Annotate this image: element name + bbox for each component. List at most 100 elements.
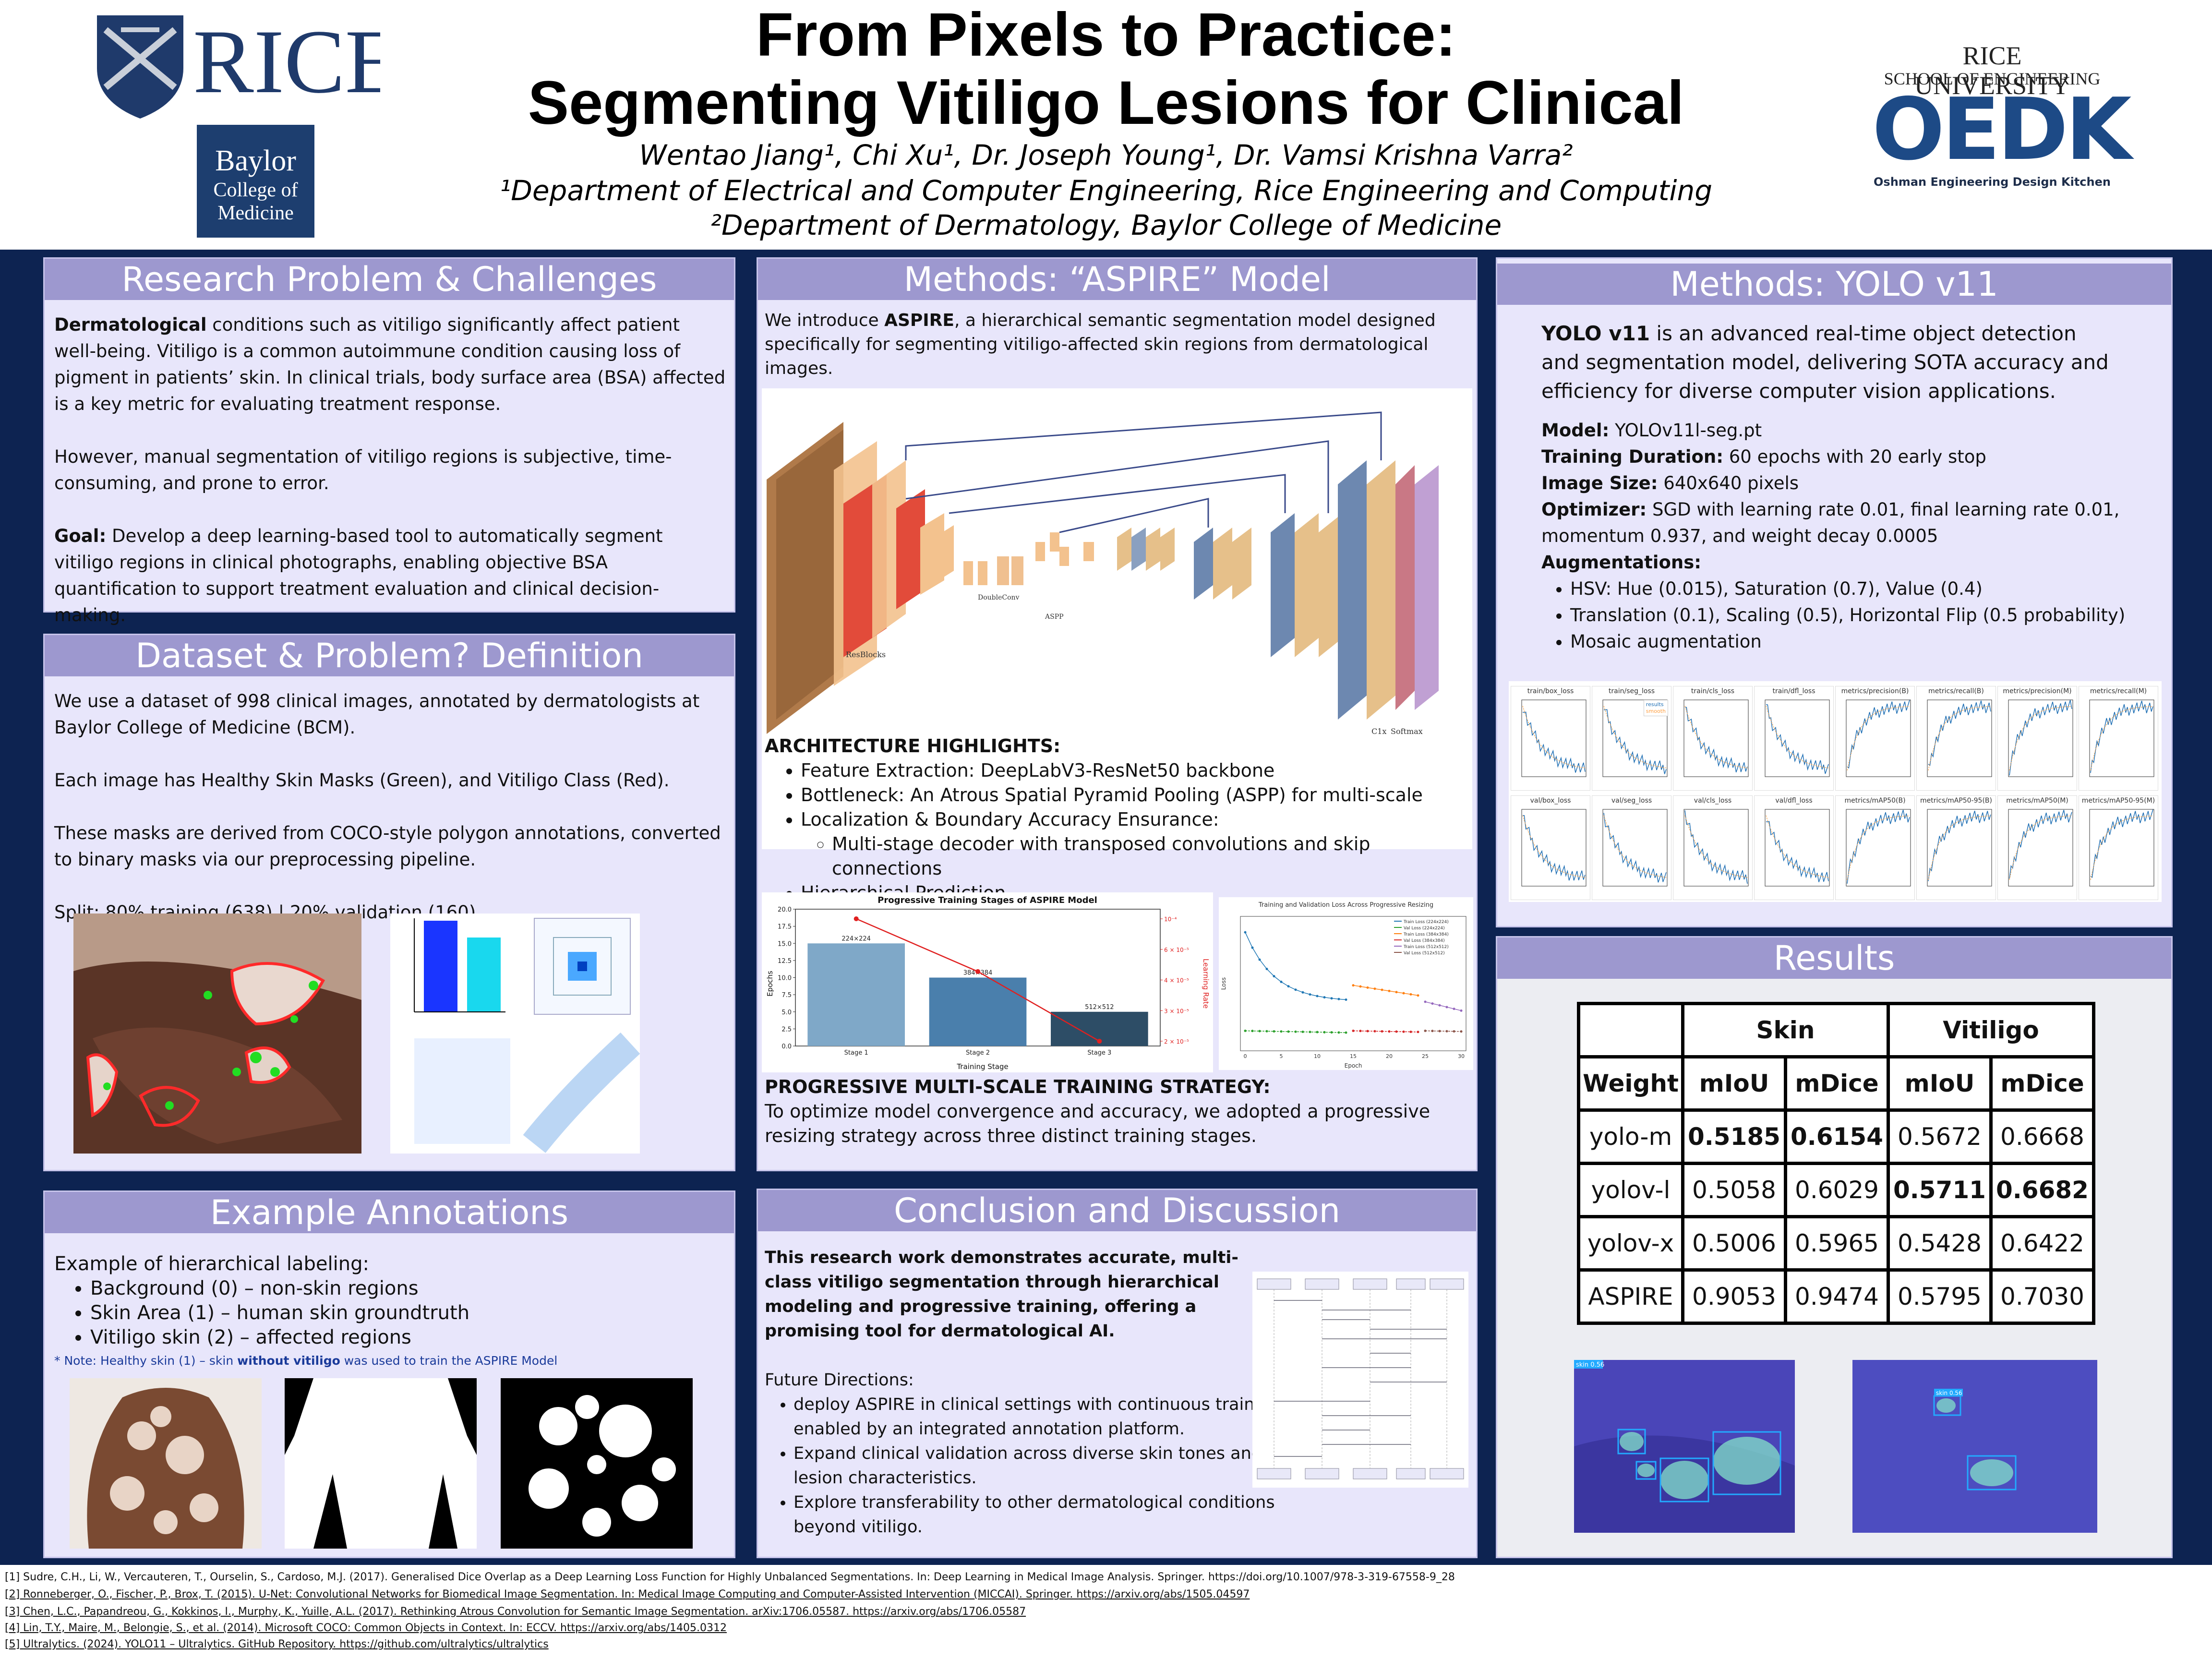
metric-plot: train/box_loss bbox=[1511, 686, 1590, 791]
workflow-sequence-diagram bbox=[1252, 1272, 1468, 1488]
research-goal: Develop a deep learning-based tool to au… bbox=[54, 526, 663, 625]
metric-plot: metrics/recall(M) bbox=[2079, 686, 2158, 791]
yolo-metrics-grid: train/box_loss train/seg_loss results smoot… bbox=[1509, 681, 2162, 902]
metric-series-smooth bbox=[1522, 706, 1586, 769]
loss-x-tick-label: 15 bbox=[1350, 1053, 1357, 1059]
metric-series-smooth bbox=[2009, 706, 2072, 771]
metric-plot-title: metrics/mAP50-95(B) bbox=[1920, 797, 1992, 805]
metric-series-results bbox=[2090, 809, 2153, 878]
conclusion-lead: This research work demonstrates accurate… bbox=[765, 1248, 1238, 1341]
table-row: ASPIRE 0.9053 0.9474 0.5795 0.7030 bbox=[1577, 1268, 2095, 1325]
metric-legend-entry: smooth bbox=[1646, 708, 1666, 714]
table-cell-weight: ASPIRE bbox=[1577, 1268, 1684, 1325]
yolo-intro: YOLO v11 is an advanced real-time object… bbox=[1541, 322, 2109, 403]
metric-plot-frame bbox=[1683, 699, 1749, 777]
loss-point bbox=[1345, 998, 1347, 1001]
metric-plot-title: metrics/recall(B) bbox=[1928, 687, 1984, 695]
research-p2: However, manual segmentation of vitiligo… bbox=[54, 446, 672, 493]
metric-series-results bbox=[1522, 815, 1586, 881]
loss-legend-entry: Train Loss (512x512) bbox=[1403, 945, 1449, 950]
poster-title-line1: From Pixels to Practice: bbox=[756, 0, 1456, 69]
learning-rate-point bbox=[1097, 1039, 1102, 1044]
metric-series-results bbox=[1847, 700, 1910, 769]
loss-chart-title: Training and Validation Loss Across Prog… bbox=[1258, 902, 1433, 909]
loss-series-line bbox=[1353, 985, 1419, 996]
rice-logo: RICE bbox=[97, 12, 380, 119]
metric-plot: metrics/mAP50(B) bbox=[1835, 795, 1915, 900]
det-label-1: skin 0.56 bbox=[1576, 1361, 1604, 1369]
future-item-transfer: Explore transferability to other dermato… bbox=[793, 1491, 1293, 1539]
y-tick-label: 7.5 bbox=[781, 992, 792, 999]
metric-series-results bbox=[1766, 821, 1829, 882]
loss-point bbox=[1460, 1009, 1463, 1012]
metric-series-results bbox=[2009, 810, 2072, 879]
right-tick-label: 4 × 10⁻⁵ bbox=[1164, 977, 1189, 984]
diagram-label-softmax: Softmax bbox=[1391, 727, 1423, 736]
results-panel: Results Skin Vitiligo Weight mIoU mDice … bbox=[1496, 936, 2173, 1558]
metric-series-results bbox=[1684, 707, 1748, 773]
metric-plot-title: metrics/precision(M) bbox=[2003, 687, 2072, 695]
metric-series-smooth bbox=[1766, 815, 1829, 878]
metric-plot-frame bbox=[1765, 809, 1830, 887]
examples-intro: Example of hierarchical labeling: bbox=[54, 1253, 369, 1275]
table-cell-value: 0.5965 bbox=[1784, 1215, 1890, 1272]
references-section: [1] Sudre, C.H., Li, W., Vercauteren, T.… bbox=[0, 1565, 2212, 1659]
bar-chart-title: Progressive Training Stages of ASPIRE Mo… bbox=[878, 895, 1097, 905]
metric-series-results bbox=[1766, 704, 1829, 774]
learning-rate-point bbox=[854, 916, 859, 921]
x-tick-label: Stage 3 bbox=[1087, 1049, 1111, 1057]
baylor-line2: College of bbox=[213, 179, 298, 201]
skin-mask-image bbox=[285, 1378, 477, 1549]
loss-point bbox=[1352, 984, 1355, 987]
dataset-p1: We use a dataset of 998 clinical images,… bbox=[54, 691, 700, 738]
aug-item-hsv: HSV: Hue (0.015), Saturation (0.7), Valu… bbox=[1570, 576, 2161, 602]
table-cell-weight: yolov-x bbox=[1577, 1215, 1684, 1272]
conclusion-heading: Conclusion and Discussion bbox=[758, 1190, 1476, 1231]
loss-x-tick-label: 20 bbox=[1386, 1053, 1393, 1059]
metric-plot-frame bbox=[1521, 699, 1587, 777]
learning-rate-point bbox=[975, 969, 980, 974]
poster-header: RICE Baylor College of Medicine From Pix… bbox=[0, 0, 2212, 250]
metric-plot-frame bbox=[2089, 699, 2154, 777]
loss-series-line bbox=[1425, 1001, 1462, 1011]
example-patient-photo bbox=[70, 1378, 262, 1549]
x-tick-label: Stage 2 bbox=[966, 1049, 990, 1057]
baylor-logo: Baylor College of Medicine bbox=[197, 125, 314, 238]
rice-wordmark: RICE bbox=[193, 12, 380, 112]
metric-series-smooth bbox=[1847, 706, 1910, 771]
examples-text: Example of hierarchical labeling: Backgr… bbox=[54, 1252, 726, 1350]
training-title: PROGRESSIVE MULTI-SCALE TRAINING STRATEG… bbox=[765, 1076, 1271, 1097]
oedk-line2: SCHOOL OF ENGINEERING bbox=[1884, 69, 2101, 88]
aspire-training-text: PROGRESSIVE MULTI-SCALE TRAINING STRATEG… bbox=[765, 1075, 1466, 1148]
research-heading: Research Problem & Challenges bbox=[45, 259, 734, 300]
metric-series-smooth bbox=[2090, 816, 2153, 880]
table-cell-value: 0.6029 bbox=[1784, 1162, 1890, 1218]
loss-chart-frame bbox=[1240, 916, 1467, 1051]
metric-plot: metrics/recall(B) bbox=[1916, 686, 1996, 791]
loss-series-line bbox=[1353, 1030, 1419, 1033]
right-tick-label: 3 × 10⁻⁵ bbox=[1164, 1008, 1189, 1014]
examples-item-vitiligo: Vitiligo skin (2) – affected regions bbox=[90, 1325, 726, 1350]
oedk-mark: OEDK bbox=[1872, 80, 2132, 179]
table-cell-value: 0.5428 bbox=[1887, 1215, 1993, 1272]
future-list: deploy ASPIRE in clinical settings with … bbox=[765, 1393, 1389, 1539]
loss-x-tick-label: 5 bbox=[1280, 1053, 1283, 1059]
metric-series-smooth bbox=[2090, 706, 2153, 771]
loss-legend-entry: Val Loss (384x384) bbox=[1404, 938, 1445, 943]
table-cell-value: 0.5711 bbox=[1887, 1162, 1993, 1218]
table-cell-value: 0.6422 bbox=[1989, 1215, 2095, 1272]
table-col-skin-miou: mIoU bbox=[1681, 1055, 1787, 1112]
metric-plot: train/cls_loss bbox=[1673, 686, 1753, 791]
yolo-details: Model: YOLOv11l-seg.pt Training Duration… bbox=[1541, 417, 2161, 655]
metric-plot-frame bbox=[1765, 699, 1830, 777]
metric-plot-frame bbox=[1846, 809, 1911, 887]
bar-chart-xlabel: Training Stage bbox=[956, 1062, 1008, 1071]
metric-series-smooth bbox=[1522, 815, 1586, 878]
metric-plot-title: train/seg_loss bbox=[1608, 687, 1655, 695]
bar-data-label: 224×224 bbox=[842, 935, 871, 942]
table-cell-value: 0.5795 bbox=[1887, 1268, 1993, 1325]
future-item-deploy: deploy ASPIRE in clinical settings with … bbox=[793, 1393, 1293, 1442]
aspire-architecture-text: ARCHITECTURE HIGHLIGHTS: Feature Extract… bbox=[765, 734, 1466, 905]
metric-plot: metrics/mAP50(M) bbox=[1997, 795, 2077, 900]
metric-series-smooth bbox=[2009, 816, 2072, 880]
